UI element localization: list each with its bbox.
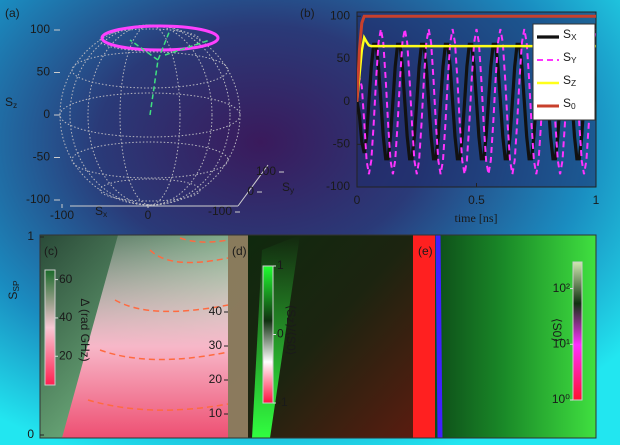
series-line	[357, 14, 596, 102]
sphere	[59, 24, 241, 206]
x-tick-label: 1	[593, 193, 600, 207]
colorbar	[44, 269, 56, 386]
colorbar-tick-label: -1	[277, 395, 288, 409]
x-tick-label: 0	[145, 208, 152, 222]
colorbar-tick-label: 40	[59, 310, 73, 324]
colorbar-tick-label: 10²	[553, 281, 570, 295]
legend	[532, 23, 596, 121]
colorbar-tick-label: 20	[59, 348, 73, 362]
y2-tick-label: 10	[209, 406, 223, 420]
colorbar-tick-label: 0	[277, 327, 284, 341]
colorbar-tick-label: 10⁰	[552, 392, 570, 406]
panel-label: (c)	[44, 244, 58, 258]
panel-label: (d)	[232, 244, 247, 258]
y2-tick-label: 30	[209, 338, 223, 352]
y-tick-label: 100	[330, 8, 350, 22]
colorbar	[262, 265, 274, 404]
colorbar-label: ⟨Sz⟩/⟨S0⟩	[284, 305, 298, 356]
y-tick-label: 100	[256, 164, 276, 178]
x-axis-label: time [ns]	[455, 211, 498, 225]
y-tick-label: 50	[337, 51, 351, 65]
colorbar-label: ⟨S0⟩	[550, 318, 564, 342]
y-tick-label: 0	[247, 184, 254, 198]
colorbar	[572, 261, 583, 401]
box-edges	[70, 164, 269, 207]
colorbar-tick-label: 10¹	[553, 336, 570, 350]
z-tick-label: 100	[30, 22, 50, 36]
heatmap-region	[413, 235, 435, 438]
frame	[39, 234, 597, 439]
heatmap-region	[62, 235, 228, 438]
trajectory	[100, 24, 220, 116]
z-tick-label: -50	[33, 150, 51, 164]
panel-label: (e)	[418, 244, 433, 258]
y-tick-label: -100	[208, 204, 232, 218]
noise-strip	[228, 235, 248, 438]
x-tick-label: -100	[50, 208, 74, 222]
y2-tick-label: 40	[209, 304, 223, 318]
z-tick-label: 50	[37, 65, 51, 79]
panel-label: (b)	[300, 6, 315, 20]
y-tick-label: -50	[333, 136, 351, 150]
panel-label: (a)	[5, 6, 20, 20]
series-line	[357, 28, 596, 175]
heatmap	[413, 235, 596, 438]
contours	[87, 237, 229, 411]
heatmap-region	[435, 234, 443, 439]
colorbar-tick-label: 1	[277, 258, 284, 272]
colorbar-tick-label: 60	[59, 272, 73, 286]
colorbar-label: Δ (rad GHz)	[78, 298, 92, 361]
z-tick-label: -100	[26, 192, 50, 206]
y-tick-label: 1	[27, 229, 34, 243]
y-tick-label: 0	[27, 427, 34, 441]
x-tick-label: 0	[354, 193, 361, 207]
z-tick-label: 0	[43, 107, 50, 121]
series-line	[357, 42, 596, 161]
y-tick-label: 0	[343, 94, 350, 108]
y2-tick-label: 20	[209, 372, 223, 386]
x-tick-label: 0.5	[468, 193, 485, 207]
y-tick-label: -100	[326, 179, 350, 193]
